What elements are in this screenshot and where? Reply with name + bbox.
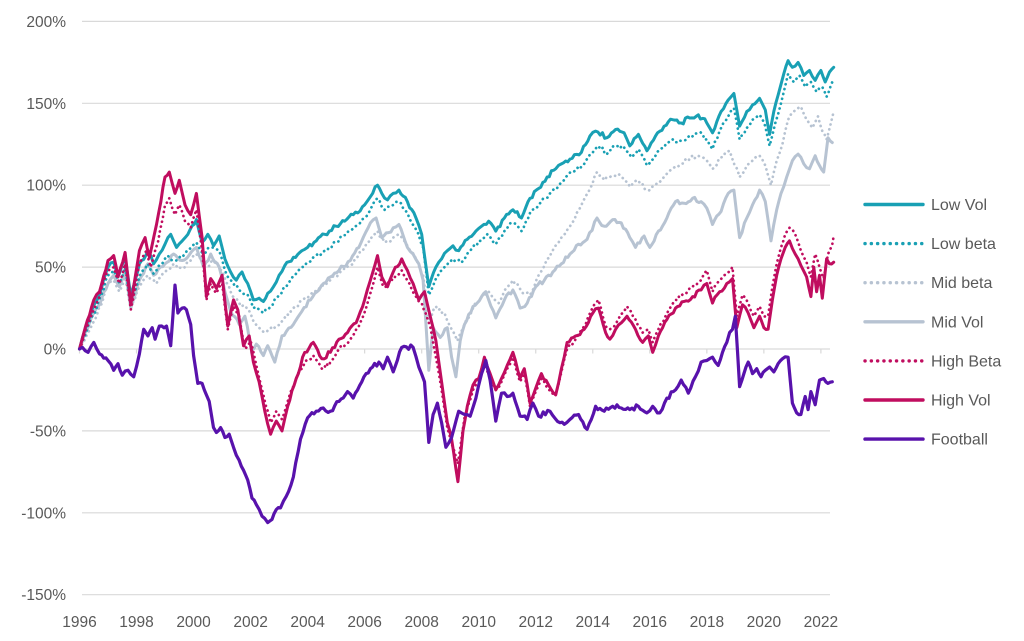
y-axis-label: 50% (35, 260, 66, 277)
legend-label-high-vol: High Vol (931, 393, 991, 410)
series-lines (77, 59, 836, 525)
x-axis-label: 1998 (119, 614, 153, 631)
legend-item-high-vol: High Vol (863, 393, 991, 410)
x-axis-label: 2002 (233, 614, 267, 631)
legend-item-mid-vol: Mid Vol (863, 314, 983, 331)
legend-label-low-beta: Low beta (931, 236, 996, 253)
legend-item-mid-beta: Mid beta (863, 275, 992, 292)
x-axis-label: 2006 (347, 614, 381, 631)
y-axis-label: 200% (26, 14, 66, 31)
series-line-low-vol (78, 59, 836, 351)
x-axis-label: 2018 (690, 614, 724, 631)
gridlines (78, 20, 830, 596)
legend-label-mid-vol: Mid Vol (931, 314, 983, 331)
y-axis-label: -50% (30, 423, 66, 440)
x-axis-label: 1996 (62, 614, 96, 631)
y-axis-label: -150% (21, 587, 66, 604)
legend-item-football: Football (863, 432, 988, 449)
legend-label-low-vol: Low Vol (931, 197, 987, 214)
y-axis-label: 0% (44, 342, 67, 359)
series-line-mid-vol (78, 136, 834, 379)
x-axis-labels: 1996 1998 2000 2002 2004 2006 2008 2010 2012 2014… (62, 614, 838, 631)
x-axis-label: 2020 (747, 614, 782, 631)
y-axis-label: 100% (26, 178, 66, 195)
y-axis-label: 150% (26, 96, 66, 113)
series-line-high-vol (78, 170, 836, 484)
x-axis-label: 2010 (461, 614, 496, 631)
x-axis-label: 2012 (518, 614, 552, 631)
x-axis-label: 2022 (804, 614, 838, 631)
x-axis-label: 2004 (290, 614, 325, 631)
legend-item-low-vol: Low Vol (863, 197, 987, 214)
y-axis-labels: 200% 150% 100% 50% 0% -50% -100% -150% (21, 14, 66, 604)
legend: Low Vol Low beta Mid beta Mid Vol High Beta H… (863, 197, 1001, 449)
legend-item-high-beta: High Beta (863, 353, 1001, 370)
x-axis-label: 2000 (176, 614, 211, 631)
x-axis-label: 2016 (633, 614, 667, 631)
legend-label-football: Football (931, 432, 988, 449)
legend-label-mid-beta: Mid beta (931, 275, 992, 292)
x-axis-label: 2014 (576, 614, 611, 631)
series-line-football (77, 283, 834, 525)
series-line-mid-beta (78, 105, 836, 351)
legend-item-low-beta: Low beta (863, 236, 996, 253)
series-line-low-beta (78, 72, 836, 351)
y-axis-label: -100% (21, 505, 66, 522)
legend-label-high-beta: High Beta (931, 353, 1001, 370)
x-axis-label: 2008 (404, 614, 438, 631)
